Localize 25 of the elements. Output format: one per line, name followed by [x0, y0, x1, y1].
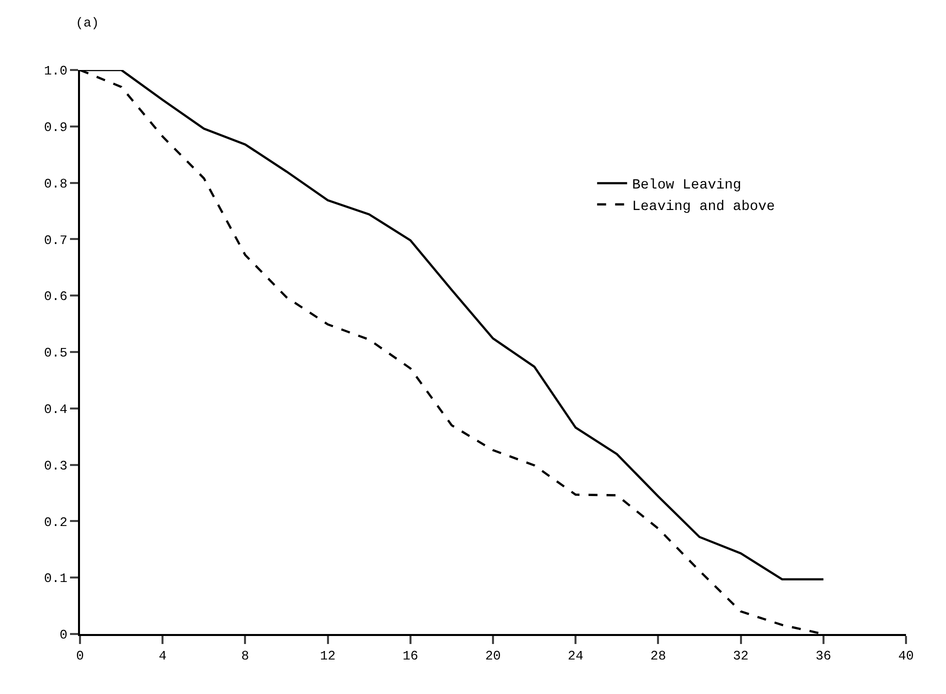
x-tick-label: 40: [898, 648, 914, 664]
x-tick-label: 32: [732, 648, 749, 664]
y-tick-label: 0.9: [44, 120, 68, 135]
x-tick-label: 12: [320, 648, 336, 664]
y-tick-label: 0.4: [44, 402, 68, 417]
y-tick-label: 0.2: [44, 514, 68, 530]
x-tick-label: 0: [76, 648, 84, 664]
y-tick-label: 0.3: [44, 458, 68, 474]
x-tick-label: 8: [241, 648, 250, 664]
y-tick-label: 1.0: [44, 64, 68, 79]
y-tick-label: 0.8: [44, 176, 68, 192]
x-tick-label: 20: [485, 648, 501, 664]
x-tick-label: 4: [158, 648, 167, 664]
legend-label: Leaving and above: [632, 198, 775, 215]
y-tick-label: 0.1: [44, 571, 68, 586]
x-tick-label: 36: [816, 648, 832, 664]
legend-label: Below Leaving: [632, 178, 742, 194]
chart-title: (a): [76, 15, 100, 30]
y-tick-label: 0.5: [44, 346, 68, 361]
x-tick-label: 16: [402, 648, 418, 664]
y-tick-label: 0: [60, 628, 68, 643]
y-tick-label: 0.6: [44, 289, 68, 304]
y-tick-label: 0.7: [44, 232, 68, 248]
x-tick-label: 24: [568, 648, 584, 664]
x-tick-label: 28: [650, 648, 666, 664]
